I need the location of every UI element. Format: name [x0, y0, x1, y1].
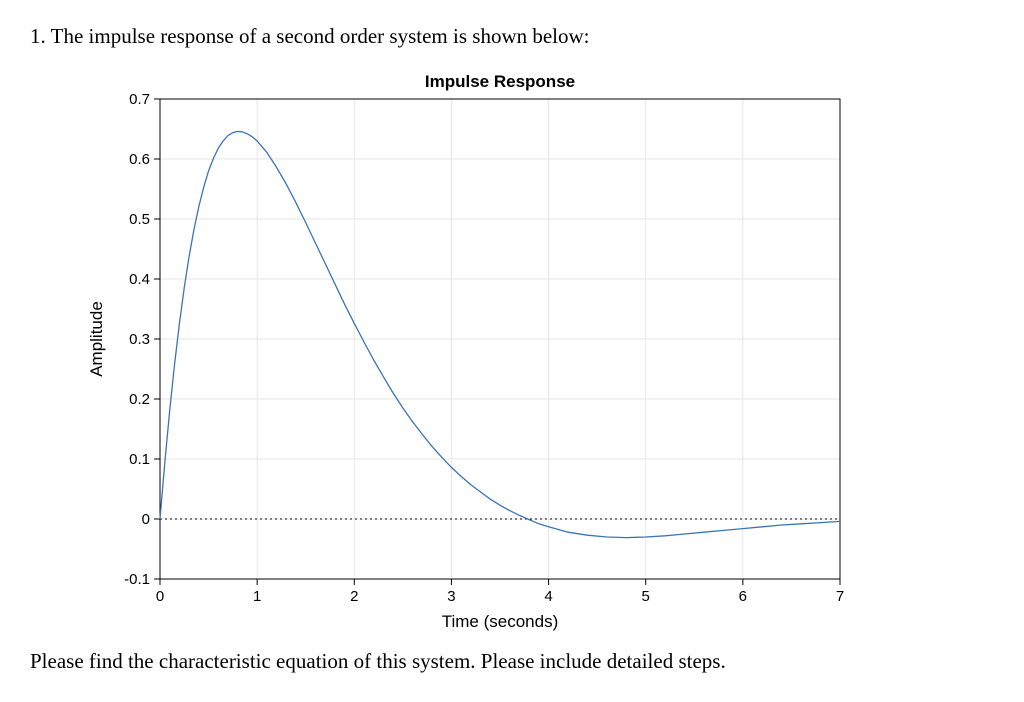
svg-text:5: 5	[642, 588, 650, 605]
svg-text:0.4: 0.4	[129, 271, 150, 288]
svg-text:2: 2	[350, 588, 358, 605]
svg-text:6: 6	[739, 588, 747, 605]
svg-text:7: 7	[836, 588, 844, 605]
svg-text:4: 4	[544, 588, 552, 605]
svg-text:0.7: 0.7	[129, 91, 150, 108]
svg-text:0: 0	[156, 588, 164, 605]
svg-text:0.1: 0.1	[129, 451, 150, 468]
svg-text:Amplitude: Amplitude	[87, 301, 106, 377]
impulse-response-chart: 0 1 2 3 4 5 6 7 -0.1 0 0.1 0.2 0.3 0.4 0.5 0.6 0.7 Impuls…	[70, 59, 860, 639]
svg-text:1: 1	[253, 588, 261, 605]
svg-text:3: 3	[447, 588, 455, 605]
svg-text:Impulse Response: Impulse Response	[425, 72, 575, 91]
svg-text:-0.1: -0.1	[124, 571, 150, 588]
svg-text:0.5: 0.5	[129, 211, 150, 228]
svg-text:0: 0	[142, 511, 150, 528]
svg-text:Time (seconds): Time (seconds)	[442, 612, 559, 631]
svg-text:0.3: 0.3	[129, 331, 150, 348]
question-line-1: 1. The impulse response of a second orde…	[30, 24, 994, 49]
question-line-2: Please find the characteristic equation …	[30, 649, 994, 674]
svg-text:0.2: 0.2	[129, 391, 150, 408]
svg-text:0.6: 0.6	[129, 151, 150, 168]
chart-container: 0 1 2 3 4 5 6 7 -0.1 0 0.1 0.2 0.3 0.4 0.5 0.6 0.7 Impuls…	[70, 59, 994, 645]
